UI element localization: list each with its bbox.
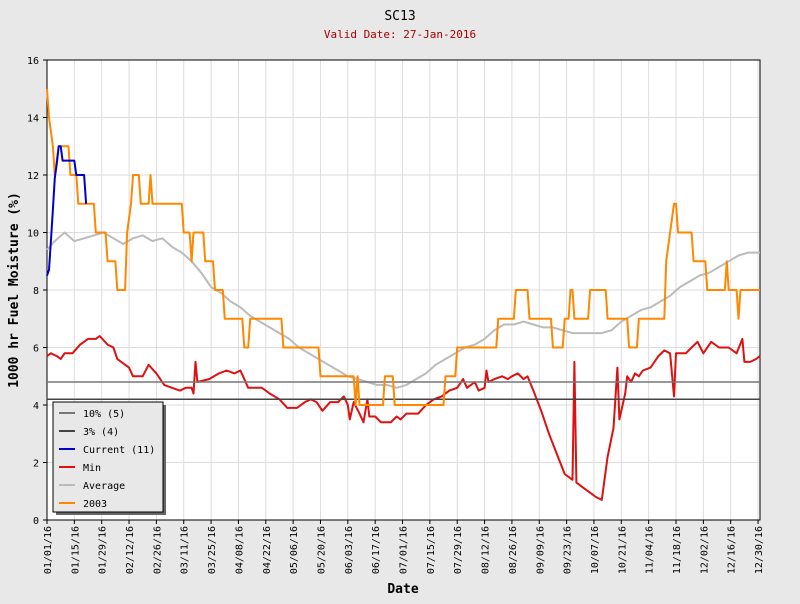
x-tick-label: 08/26/16 <box>508 526 519 574</box>
x-tick-label: 10/07/16 <box>590 526 601 574</box>
series-line-average <box>46 231 760 389</box>
x-tick-label: 10/21/16 <box>617 526 628 574</box>
x-tick-label: 09/23/16 <box>563 526 574 574</box>
x-axis-label: Date <box>387 582 418 597</box>
x-tick-label: 11/18/16 <box>672 526 683 574</box>
y-tick-label: 2 <box>33 459 39 470</box>
y-axis-label: 1000 hr Fuel Moisture (%) <box>7 192 22 388</box>
legend: 10% (5) 3% (4) Current (11) Min Average 2003 <box>52 401 166 515</box>
y-tick-label: 12 <box>27 171 39 182</box>
legend-label-pct3: 3% (4) <box>83 427 119 438</box>
legend-label-year2003: 2003 <box>83 499 107 510</box>
x-tick-label: 03/11/16 <box>180 526 191 574</box>
y-tick-label: 4 <box>33 401 39 412</box>
chart-title: SC13 <box>384 9 415 24</box>
x-tick-label: 02/26/16 <box>152 526 163 574</box>
chart-subtitle: Valid Date: 27-Jan-2016 <box>324 28 476 41</box>
series-line-year2003 <box>46 88 760 406</box>
x-tick-label: 12/16/16 <box>727 526 738 574</box>
x-tick-label: 12/30/16 <box>754 526 765 574</box>
x-tick-label: 04/08/16 <box>234 526 245 574</box>
x-tick-label: 07/29/16 <box>453 526 464 574</box>
y-tick-label: 10 <box>27 229 39 240</box>
y-tick-label: 0 <box>33 516 39 527</box>
x-tick-label: 07/15/16 <box>426 526 437 574</box>
x-tick-label: 12/02/16 <box>699 526 710 574</box>
x-tick-label: 06/03/16 <box>344 526 355 574</box>
y-tick-label: 8 <box>33 286 39 297</box>
series-line-current <box>46 145 88 276</box>
x-tick-label: 07/01/16 <box>399 526 410 574</box>
x-tick-label: 06/17/16 <box>371 526 382 574</box>
y-tick-label: 16 <box>27 56 39 67</box>
legend-label-current: Current (11) <box>83 445 155 456</box>
x-tick-label: 01/15/16 <box>70 526 81 574</box>
x-tick-label: 05/20/16 <box>316 526 327 574</box>
x-tick-label: 01/29/16 <box>98 526 109 574</box>
legend-label-average: Average <box>83 481 125 492</box>
x-tick-label: 04/22/16 <box>262 526 273 574</box>
y-tick-label: 6 <box>33 344 39 355</box>
legend-label-min: Min <box>83 463 101 474</box>
x-tick-label: 09/09/16 <box>535 526 546 574</box>
x-tick-label: 03/25/16 <box>207 526 218 574</box>
x-tick-label: 11/04/16 <box>645 526 656 574</box>
x-tick-label: 01/01/16 <box>43 526 54 574</box>
legend-label-pct10: 10% (5) <box>83 409 125 420</box>
x-tick-label: 02/12/16 <box>125 526 136 574</box>
legend-box <box>52 401 164 513</box>
x-tick-label: 05/06/16 <box>289 526 300 574</box>
series-line-min <box>46 335 761 501</box>
x-tick-label: 08/12/16 <box>481 526 492 574</box>
y-tick-label: 14 <box>27 114 39 125</box>
